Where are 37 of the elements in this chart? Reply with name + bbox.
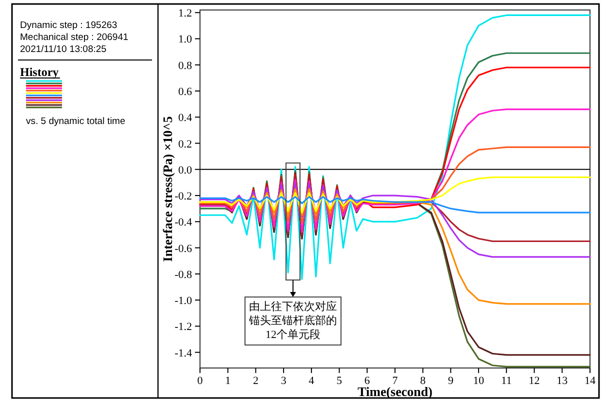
x-tick-label: 14 bbox=[584, 375, 596, 387]
x-tick-label: 2 bbox=[252, 375, 258, 387]
x-tick-label: 9 bbox=[448, 375, 454, 387]
y-axis-title: Interface stress(Pa) ×10^5 bbox=[160, 116, 175, 262]
text: Dynamic step : 195263 bbox=[20, 20, 118, 31]
y-tick-label: 0.2 bbox=[178, 138, 192, 150]
x-axis-title: Time(second) bbox=[358, 384, 432, 399]
x-tick-label: 5 bbox=[336, 375, 343, 387]
y-tick-label: -1.0 bbox=[174, 295, 192, 308]
x-tick-label: 1 bbox=[225, 375, 231, 387]
y-tick-label: 0.8 bbox=[178, 60, 192, 72]
x-tick-label: 0 bbox=[197, 375, 204, 387]
x-tick-label: 13 bbox=[556, 375, 568, 387]
y-tick-label: -1.4 bbox=[174, 347, 192, 360]
y-tick-label: 0.4 bbox=[178, 112, 192, 124]
text: 2021/11/10 13:08:25 bbox=[20, 44, 106, 55]
y-tick-label: -1.2 bbox=[174, 321, 192, 334]
x-tick-label: 8 bbox=[420, 375, 426, 387]
y-tick-label: -0.4 bbox=[174, 216, 192, 229]
text: History bbox=[20, 65, 59, 79]
x-tick-label: 11 bbox=[501, 375, 512, 387]
text: vs. 5 dynamic total time bbox=[26, 116, 126, 127]
x-tick-label: 3 bbox=[280, 375, 287, 387]
x-tick-label: 7 bbox=[392, 375, 398, 387]
y-tick-label: 1.0 bbox=[178, 34, 192, 46]
y-tick-label: -0.2 bbox=[174, 190, 192, 203]
annotation: 由上往下依次对应锚头至锚杆底部的12个单元段 bbox=[248, 300, 337, 341]
y-tick-label: -0.8 bbox=[174, 268, 192, 281]
y-tick-label: 1.2 bbox=[178, 8, 192, 20]
text: Mechanical step : 206941 bbox=[20, 32, 128, 43]
y-tick-label: 0.0 bbox=[178, 164, 192, 176]
x-tick-label: 6 bbox=[364, 375, 370, 387]
y-tick-label: 0.6 bbox=[178, 86, 192, 98]
x-tick-label: 12 bbox=[528, 375, 540, 387]
x-tick-label: 4 bbox=[308, 375, 315, 387]
x-tick-label: 10 bbox=[473, 375, 485, 387]
y-tick-label: -0.6 bbox=[174, 242, 192, 255]
